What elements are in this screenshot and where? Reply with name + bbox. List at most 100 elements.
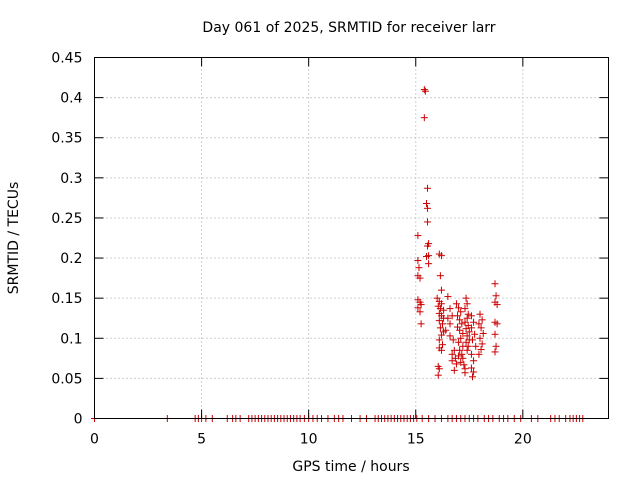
data-point	[417, 320, 425, 328]
y-tick-label: 0.45	[51, 51, 82, 67]
data-point	[467, 312, 475, 320]
data-point	[455, 338, 463, 346]
data-point	[456, 316, 464, 324]
data-point	[448, 357, 456, 365]
data-point	[416, 274, 424, 282]
data-point	[424, 184, 432, 192]
y-tick-label: 0.3	[60, 171, 82, 187]
data-point	[422, 200, 430, 208]
y-tick-label: 0.05	[51, 371, 82, 387]
data-point	[446, 305, 454, 313]
data-point	[470, 357, 478, 365]
data-point	[435, 317, 443, 325]
data-point	[471, 330, 479, 338]
data-point	[464, 310, 472, 318]
y-tick-label: 0.2	[60, 251, 82, 267]
data-point	[475, 320, 483, 328]
data-point	[422, 252, 430, 260]
data-point	[437, 252, 445, 260]
data-point	[462, 338, 470, 346]
data-point	[492, 342, 500, 350]
data-point	[492, 292, 500, 300]
data-point	[463, 346, 471, 354]
data-point	[469, 373, 477, 381]
data-point	[435, 336, 443, 344]
data-point	[477, 346, 485, 354]
data-point	[424, 218, 432, 226]
y-tick-label: 0.35	[51, 131, 82, 147]
data-point	[435, 365, 443, 373]
data-point	[446, 320, 454, 328]
data-point	[444, 293, 452, 301]
grid-lines	[94, 57, 609, 419]
data-point	[463, 300, 471, 308]
data-point	[434, 371, 442, 379]
data-point	[444, 314, 452, 322]
x-tick-label: 10	[300, 432, 318, 448]
data-point	[476, 334, 484, 342]
data-point	[470, 368, 478, 376]
data-point	[461, 369, 469, 377]
data-point	[452, 360, 460, 368]
data-point	[465, 328, 473, 336]
data-point	[440, 306, 448, 314]
data-point	[437, 286, 445, 294]
data-point	[457, 334, 465, 342]
data-point	[456, 326, 464, 334]
data-point	[439, 320, 447, 328]
data-point	[417, 301, 425, 309]
data-point	[420, 114, 428, 122]
data-point	[462, 325, 470, 333]
data-point	[437, 331, 445, 339]
data-point	[469, 336, 477, 344]
data-point	[457, 308, 465, 316]
y-tick-label: 0	[74, 412, 83, 428]
data-point	[456, 346, 464, 354]
data-point	[425, 260, 433, 268]
data-point	[491, 348, 499, 356]
data-point	[437, 346, 445, 354]
data-points	[91, 86, 587, 422]
data-point	[467, 324, 475, 332]
data-point	[448, 350, 456, 358]
data-point	[470, 318, 478, 326]
data-point	[462, 294, 470, 302]
chart-title: Day 061 of 2025, SRMTID for receiver lar…	[202, 20, 495, 36]
data-point	[442, 326, 450, 334]
data-point	[454, 312, 462, 320]
y-tick-label: 0.15	[51, 291, 82, 307]
data-point	[414, 304, 422, 312]
data-point	[464, 342, 472, 350]
y-tick-label: 0.4	[60, 91, 82, 107]
data-point	[463, 332, 471, 340]
data-point	[460, 361, 468, 369]
data-point	[479, 329, 487, 337]
data-point	[414, 232, 422, 240]
data-point	[446, 332, 454, 340]
data-point	[455, 304, 463, 312]
data-point	[424, 242, 432, 250]
data-point	[455, 352, 463, 360]
data-point	[436, 324, 444, 332]
data-point	[472, 342, 480, 350]
data-point	[415, 264, 423, 272]
x-tick-label: 5	[197, 432, 206, 448]
data-point	[449, 336, 457, 344]
data-point	[420, 86, 428, 94]
x-axis-label: GPS time / hours	[292, 459, 409, 475]
plot-frame	[94, 57, 609, 419]
data-point	[478, 340, 486, 348]
data-point	[458, 320, 466, 328]
x-tick-label: 15	[407, 432, 425, 448]
data-point	[461, 305, 469, 313]
data-point	[463, 314, 471, 322]
data-point	[459, 354, 467, 362]
y-axis-label: SRMTID / TECUs	[6, 182, 22, 295]
data-point	[414, 256, 422, 264]
data-point	[439, 341, 447, 349]
x-tick-label: 0	[90, 432, 99, 448]
data-point	[452, 300, 460, 308]
data-point	[467, 364, 475, 372]
data-point	[450, 366, 458, 374]
